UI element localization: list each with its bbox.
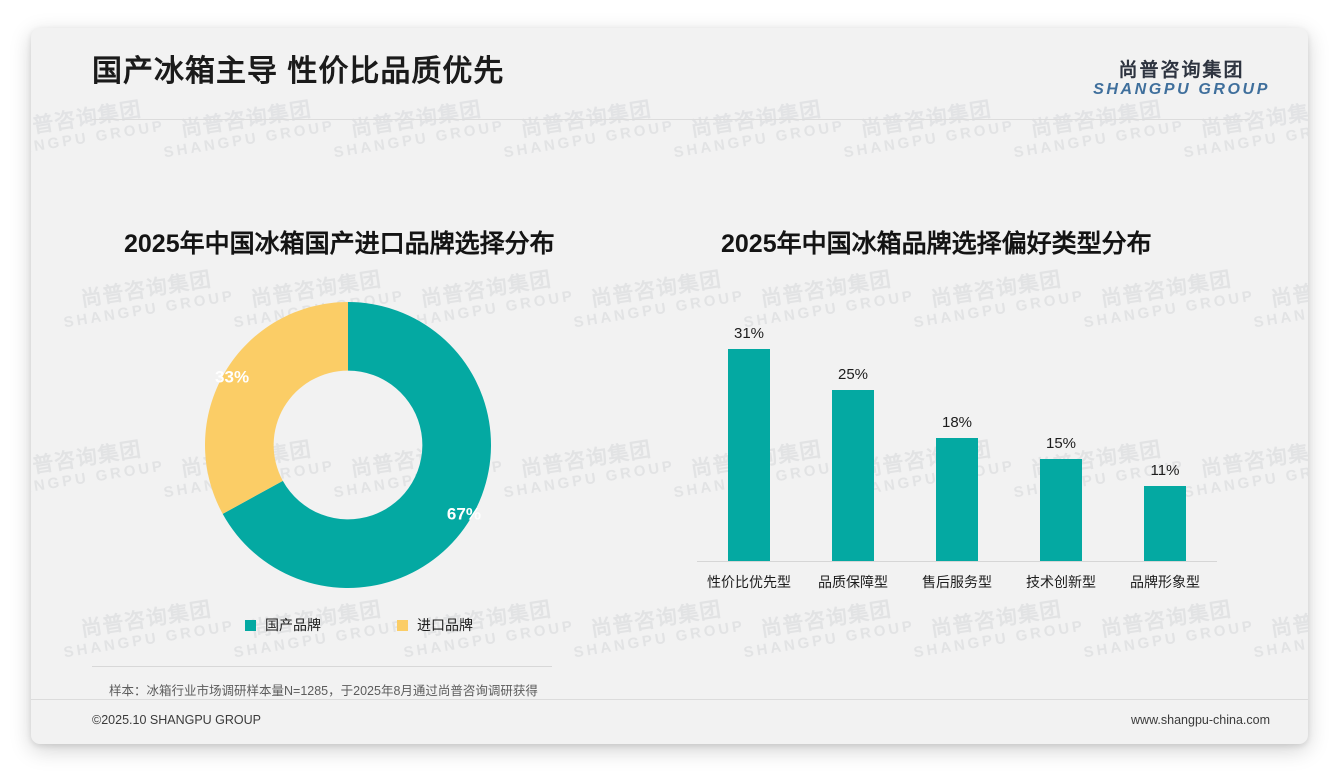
donut-slice[interactable] [222,302,491,588]
donut-chart-svg: 67% 33% [205,302,491,588]
left-chart-title: 2025年中国冰箱国产进口品牌选择分布 [124,230,555,258]
slide-card: 尚普咨询集团 SHANGPU GROUP 尚普咨询集团 SHANGPU GROUP 尚普… [31,28,1308,744]
bar-rect[interactable] [728,349,770,561]
bar-rect[interactable] [832,390,874,561]
brand-logo-en: SHANGPU GROUP [1093,81,1270,99]
slide-header: 国产冰箱主导 性价比品质优先 尚普咨询集团 SHANGPU GROUP [31,28,1308,120]
donut-chart: 67% 33% [203,300,493,590]
bar-axis-line [697,561,1217,562]
bar-column[interactable]: 11% [1144,269,1186,561]
bar-rect[interactable] [1040,459,1082,561]
legend-item[interactable]: 进口品牌 [397,615,473,635]
bar-chart: 31% 25% 18% 15% 11% 性价比优先型 品质保障型 售后服务型 技术创新型 品牌形… [697,270,1217,590]
bar-plot-area: 31% 25% 18% 15% 11% [697,270,1217,562]
bar-rect[interactable] [1144,486,1186,561]
bar-value-label: 25% [837,366,869,383]
footer-bar: ©2025.10 SHANGPU GROUP www.shangpu-china… [31,699,1308,744]
bar-category-label: 品牌形象型 [1130,574,1200,590]
bar-category-label: 技术创新型 [1026,574,1096,590]
donut-slice[interactable] [205,302,348,514]
content-area: 2025年中国冰箱国产进口品牌选择分布 2025年中国冰箱品牌选择偏好类型分布 … [31,120,1308,680]
footnote-area: 样本：冰箱行业市场调研样本量N=1285，于2025年8月通过尚普咨询调研获得 [92,666,1250,708]
legend-swatch [397,619,408,631]
footer-website[interactable]: www.shangpu-china.com [1131,713,1270,727]
brand-logo-cn: 尚普咨询集团 [1118,60,1245,81]
donut-slice-value: 67% [447,505,481,524]
footnote-divider [92,666,552,667]
legend-label: 国产品牌 [265,617,321,633]
legend-item[interactable]: 国产品牌 [245,615,321,635]
bar-column[interactable]: 18% [936,269,978,561]
bar-category-label: 售后服务型 [922,574,992,590]
brand-logo: 尚普咨询集团 SHANGPU GROUP [1093,60,1270,99]
header-divider [92,119,1250,120]
bar-column[interactable]: 15% [1040,269,1082,561]
bar-column[interactable]: 31% [728,269,770,561]
bar-rect[interactable] [936,438,978,561]
bar-column[interactable]: 25% [832,269,874,561]
footnote-text: 样本：冰箱行业市场调研样本量N=1285，于2025年8月通过尚普咨询调研获得 [109,684,538,698]
bar-category-label: 品质保障型 [818,574,888,590]
bar-value-label: 15% [1045,435,1077,452]
legend-swatch [245,619,256,631]
bar-value-label: 18% [941,414,973,431]
donut-slice-value: 33% [215,367,249,386]
bar-value-label: 11% [1150,462,1180,479]
legend-label: 进口品牌 [417,617,473,633]
page-title: 国产冰箱主导 性价比品质优先 [92,55,505,88]
bar-category-label: 性价比优先型 [707,574,791,590]
bar-value-label: 31% [733,325,765,342]
right-chart-title: 2025年中国冰箱品牌选择偏好类型分布 [721,230,1152,258]
donut-legend: 国产品牌 进口品牌 [209,615,509,635]
footer-copyright: ©2025.10 SHANGPU GROUP [92,713,261,727]
